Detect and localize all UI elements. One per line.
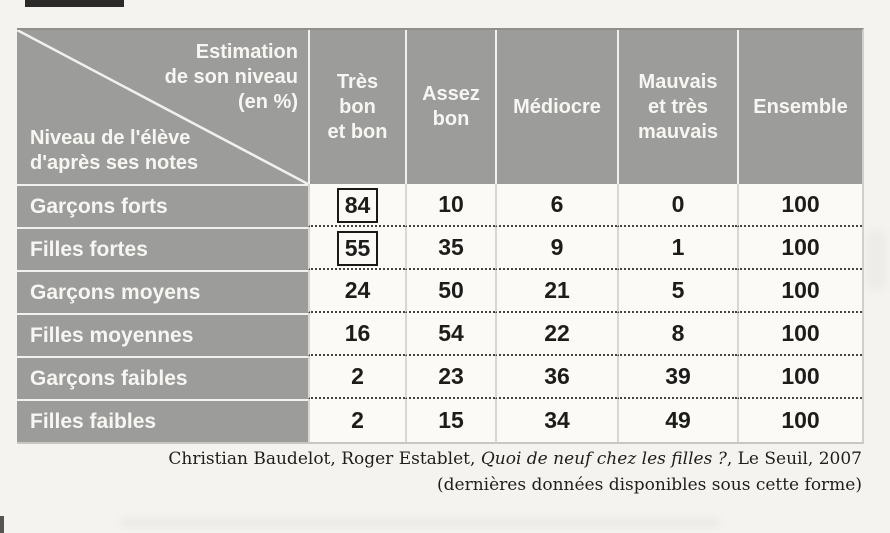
scan-ghosting [866,230,886,290]
table-cell: 84 [308,184,405,227]
citation-line-1: Christian Baudelot, Roger Establet, Quoi… [168,446,862,472]
table-cell: 15 [405,399,495,442]
diagonal-divider-line [17,30,308,184]
corner-label-estimation: Estimation de son niveau (en %) [164,41,298,113]
table-cell: 55 [308,227,405,270]
highlighted-boxed-value: 55 [336,230,379,266]
table-cell: 54 [405,313,495,356]
citation-line-2: (dernières données disponibles sous cett… [437,475,862,495]
row-label-garcons-moyens: Garçons moyens [17,270,308,313]
table-cell: 100 [737,356,862,399]
citation-book-title: Quoi de neuf chez les filles ? [480,449,727,469]
scan-ghosting [120,519,720,527]
table-cell: 34 [495,399,617,442]
scan-artifact-left-mark [0,516,4,533]
table-cell: 39 [617,356,737,399]
table-cell: 23 [405,356,495,399]
table-cell: 21 [495,270,617,313]
table-cell: 100 [737,270,862,313]
table-cell: 100 [737,399,862,442]
corner-label-niveau: Niveau de l'élève d'après ses notes [30,127,199,174]
citation-publisher: , Le Seuil, 2007 [726,449,862,469]
scan-artifact-top-bar [25,0,124,7]
table-cell: 5 [617,270,737,313]
table-cell: 22 [495,313,617,356]
table-cell: 50 [405,270,495,313]
column-header-ensemble: Ensemble [737,30,862,184]
table-cell: 8 [617,313,737,356]
table-cell: 35 [405,227,495,270]
table-cell: 6 [495,184,617,227]
column-header-tres-bon-et-bon: Très bon et bon [308,30,405,184]
column-header-mediocre: Médiocre [495,30,617,184]
table-cell: 9 [495,227,617,270]
row-label-filles-moyennes: Filles moyennes [17,313,308,356]
table-cell: 100 [737,184,862,227]
row-label-garcons-faibles: Garçons faibles [17,356,308,399]
source-citation: Christian Baudelot, Roger Establet, Quoi… [168,446,862,498]
row-label-filles-fortes: Filles fortes [17,227,308,270]
table-cell: 49 [617,399,737,442]
row-label-filles-faibles: Filles faibles [17,399,308,442]
table-cell: 2 [308,356,405,399]
table-cell: 16 [308,313,405,356]
highlighted-boxed-value: 84 [336,187,379,223]
table-cell: 2 [308,399,405,442]
column-header-mauvais: Mauvais et très mauvais [617,30,737,184]
row-label-garcons-forts: Garçons forts [17,184,308,227]
table-cell: 24 [308,270,405,313]
table-cell: 10 [405,184,495,227]
self-estimation-table: Estimation de son niveau (en %) Niveau d… [17,28,864,444]
table-cell: 0 [617,184,737,227]
table-cell: 100 [737,313,862,356]
table-cell: 36 [495,356,617,399]
table-corner-cell: Estimation de son niveau (en %) Niveau d… [17,30,308,184]
column-header-assez-bon: Assez bon [405,30,495,184]
table-cell: 1 [617,227,737,270]
table-cell: 100 [737,227,862,270]
citation-authors: Christian Baudelot, Roger Establet, [168,449,481,469]
